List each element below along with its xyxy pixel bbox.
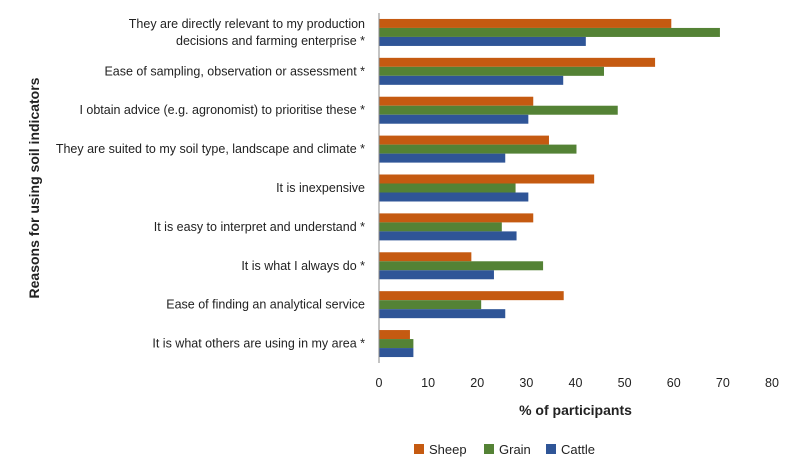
bar-cattle-8	[379, 309, 506, 319]
legend-label-cattle: Cattle	[561, 442, 595, 457]
category-label: It is what I always do *	[241, 259, 365, 273]
x-tick-labels: 0 10 20 30 40 50 60 70 80	[376, 376, 779, 390]
category-label: Ease of sampling, observation or assessm…	[104, 64, 365, 78]
legend: Sheep Grain Cattle	[414, 442, 595, 457]
x-tick-label: 80	[765, 376, 779, 390]
bar-sheep-7	[379, 252, 472, 262]
bar-sheep-3	[379, 96, 534, 106]
bar-cattle-6	[379, 231, 517, 241]
x-tick-label: 30	[519, 376, 533, 390]
x-tick-label: 20	[470, 376, 484, 390]
category-label: It is inexpensive	[276, 181, 365, 195]
x-tick-label: 70	[716, 376, 730, 390]
category-label: It is easy to interpret and understand *	[154, 220, 365, 234]
bar-sheep-4	[379, 135, 549, 145]
x-tick-label: 10	[421, 376, 435, 390]
bar-sheep-1	[379, 18, 672, 28]
bar-grain-7	[379, 261, 544, 271]
x-tick-label: 50	[618, 376, 632, 390]
bar-grain-4	[379, 144, 577, 154]
bar-cattle-7	[379, 270, 494, 280]
category-label: I obtain advice (e.g. agronomist) to pri…	[79, 103, 365, 117]
x-axis-title: % of participants	[519, 402, 632, 418]
bar-grain-1	[379, 27, 720, 37]
legend-swatch-grain	[484, 444, 494, 454]
x-tick-label: 0	[376, 376, 383, 390]
category-labels: They are directly relevant to my product…	[56, 17, 365, 351]
legend-swatch-sheep	[414, 444, 424, 454]
bar-cattle-4	[379, 153, 506, 163]
bar-cattle-1	[379, 36, 586, 46]
bar-sheep-6	[379, 213, 534, 223]
x-tick-label: 60	[667, 376, 681, 390]
bars-group	[379, 18, 720, 358]
bar-cattle-5	[379, 192, 529, 202]
bar-sheep-2	[379, 57, 656, 67]
bar-sheep-9	[379, 330, 410, 340]
bar-grain-5	[379, 183, 516, 193]
bar-grain-6	[379, 222, 502, 232]
bar-cattle-9	[379, 348, 414, 358]
bar-grain-9	[379, 339, 414, 349]
bar-cattle-2	[379, 75, 564, 85]
legend-swatch-cattle	[546, 444, 556, 454]
category-label: They are directly relevant to my product…	[129, 17, 365, 48]
bar-cattle-3	[379, 114, 529, 124]
y-axis-title: Reasons for using soil indicators	[26, 77, 42, 298]
bar-grain-8	[379, 300, 482, 310]
bar-sheep-5	[379, 174, 595, 184]
legend-label-sheep: Sheep	[429, 442, 467, 457]
bar-sheep-8	[379, 291, 564, 301]
category-label: It is what others are using in my area *	[152, 337, 365, 351]
category-label: They are suited to my soil type, landsca…	[56, 142, 365, 156]
legend-label-grain: Grain	[499, 442, 531, 457]
category-label: Ease of finding an analytical service	[166, 298, 365, 312]
x-tick-label: 40	[569, 376, 583, 390]
bar-grain-2	[379, 66, 604, 76]
bar-grain-3	[379, 105, 618, 115]
